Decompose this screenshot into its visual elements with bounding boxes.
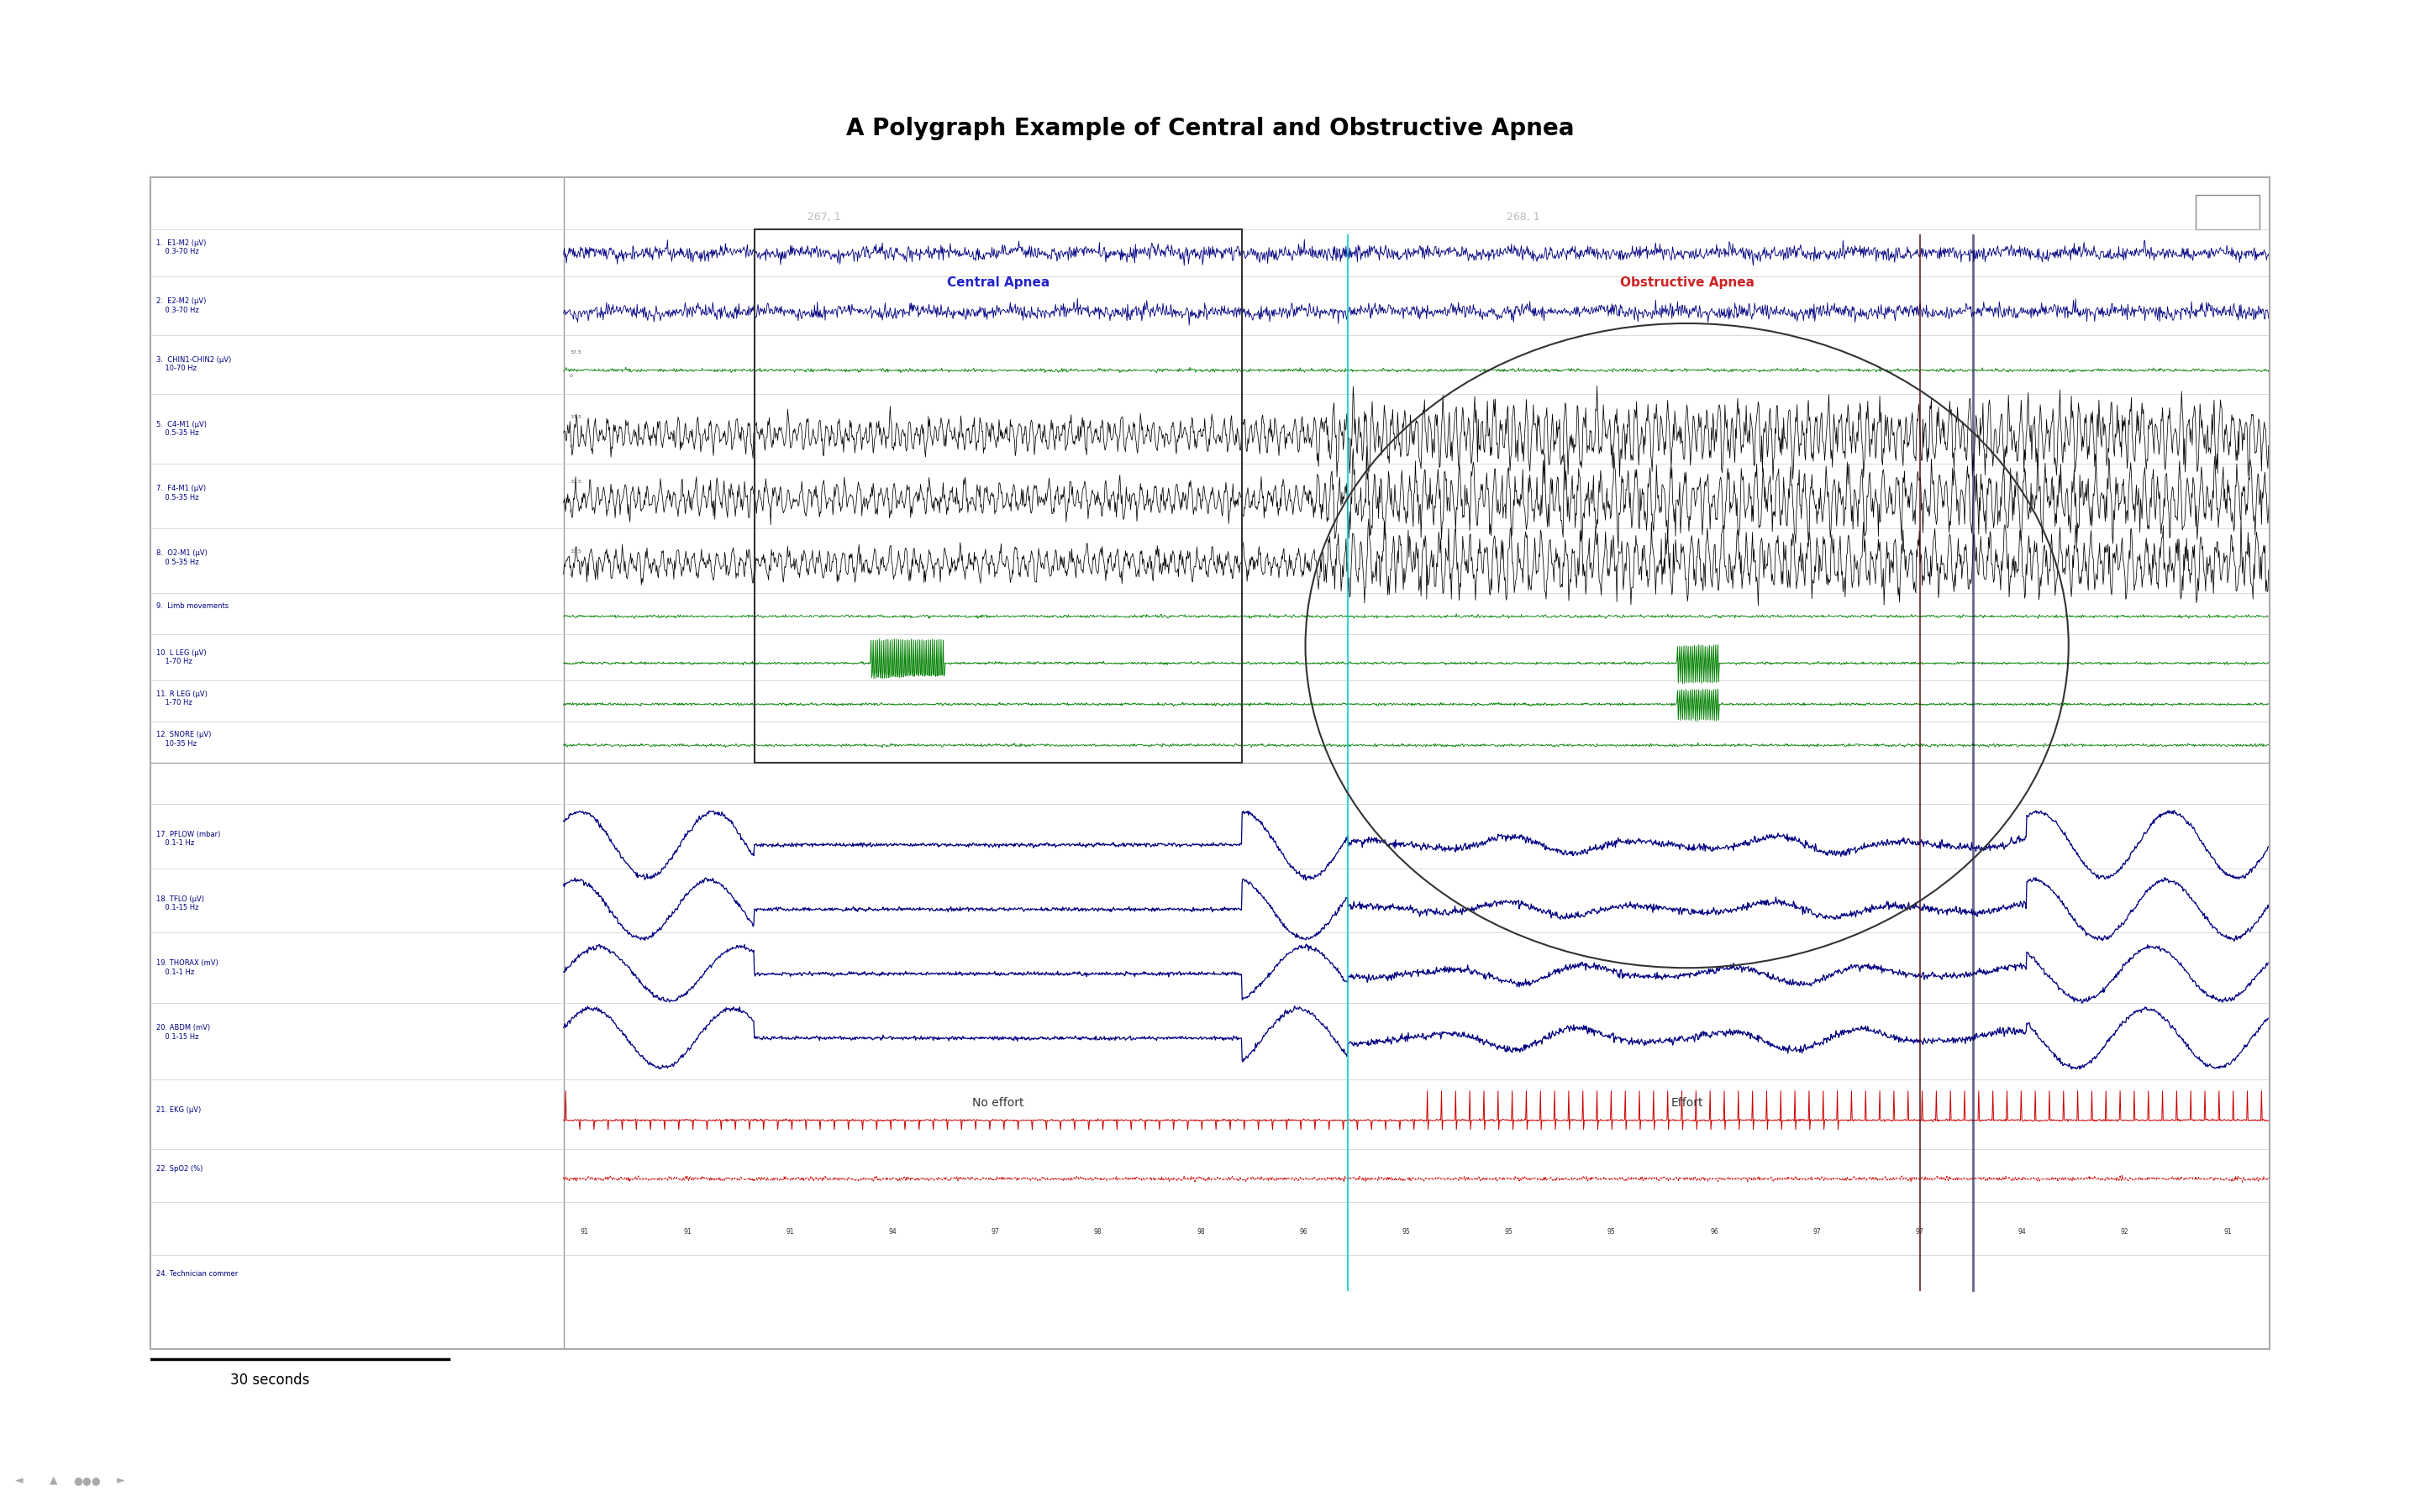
Text: A Polygraph Example of Central and Obstructive Apnea: A Polygraph Example of Central and Obstr… — [847, 116, 1573, 141]
Text: 10. L LEG (μV)
    1-70 Hz: 10. L LEG (μV) 1-70 Hz — [157, 649, 206, 665]
Text: Effort: Effort — [1670, 1096, 1704, 1108]
Text: 96: 96 — [1711, 1228, 1718, 1235]
Text: 96: 96 — [1300, 1228, 1307, 1235]
Text: 37.5: 37.5 — [569, 550, 581, 553]
Text: 94: 94 — [2018, 1228, 2026, 1235]
Text: 91: 91 — [682, 1228, 692, 1235]
Text: 19. THORAX (mV)
    0.1-1 Hz: 19. THORAX (mV) 0.1-1 Hz — [157, 960, 218, 975]
Text: 37.5: 37.5 — [569, 479, 581, 484]
Text: 92: 92 — [2120, 1228, 2130, 1235]
Text: 11. R LEG (μV)
    1-70 Hz: 11. R LEG (μV) 1-70 Hz — [157, 689, 208, 706]
Text: 0: 0 — [569, 445, 574, 449]
Text: No effort: No effort — [973, 1096, 1024, 1108]
Text: 8.  O2-M1 (μV)
    0.5-35 Hz: 8. O2-M1 (μV) 0.5-35 Hz — [157, 549, 208, 565]
Text: Obstructive Apnea: Obstructive Apnea — [1619, 277, 1754, 289]
Text: 1.  E1-M2 (μV)
    0.3-70 Hz: 1. E1-M2 (μV) 0.3-70 Hz — [157, 239, 206, 256]
Text: ►: ► — [116, 1474, 126, 1486]
Bar — [2195, 195, 2260, 230]
Text: 18. TFLO (μV)
    0.1-15 Hz: 18. TFLO (μV) 0.1-15 Hz — [157, 895, 203, 912]
Text: ●●●: ●●● — [73, 1474, 102, 1486]
Text: 0: 0 — [569, 373, 574, 378]
Text: 0: 0 — [569, 573, 574, 578]
Text: 97: 97 — [1914, 1228, 1924, 1235]
Bar — [755, 230, 1241, 762]
Text: 95: 95 — [1401, 1228, 1411, 1235]
Text: 7.  F4-M1 (μV)
    0.5-35 Hz: 7. F4-M1 (μV) 0.5-35 Hz — [157, 485, 206, 502]
Text: 94: 94 — [888, 1228, 898, 1235]
Text: 267, 1: 267, 1 — [808, 212, 840, 222]
Text: 37.5: 37.5 — [569, 414, 581, 419]
Text: 268, 1: 268, 1 — [1508, 212, 1539, 222]
Text: 22. SpO2 (%): 22. SpO2 (%) — [157, 1164, 203, 1172]
Text: 97: 97 — [992, 1228, 999, 1235]
Text: 9.  Limb movements: 9. Limb movements — [157, 602, 230, 609]
Text: 37.5: 37.5 — [569, 351, 581, 355]
Text: 91: 91 — [2224, 1228, 2231, 1235]
Text: 21. EKG (μV): 21. EKG (μV) — [157, 1107, 201, 1114]
Text: ◄: ◄ — [15, 1474, 24, 1486]
Text: 98: 98 — [1195, 1228, 1205, 1235]
Text: ▲: ▲ — [48, 1474, 58, 1486]
Text: 17. PFLOW (mbar)
    0.1-1 Hz: 17. PFLOW (mbar) 0.1-1 Hz — [157, 830, 220, 847]
Text: 95: 95 — [1607, 1228, 1617, 1235]
Text: 12. SNORE (μV)
    10-35 Hz: 12. SNORE (μV) 10-35 Hz — [157, 732, 211, 747]
Text: 5.  C4-M1 (μV)
    0.5-35 Hz: 5. C4-M1 (μV) 0.5-35 Hz — [157, 420, 206, 437]
Text: 2.  E2-M2 (μV)
    0.3-70 Hz: 2. E2-M2 (μV) 0.3-70 Hz — [157, 298, 206, 314]
Text: 30 seconds: 30 seconds — [230, 1373, 310, 1388]
Text: 95: 95 — [1505, 1228, 1512, 1235]
Text: 3.  CHIN1-CHIN2 (μV)
    10-70 Hz: 3. CHIN1-CHIN2 (μV) 10-70 Hz — [157, 357, 232, 372]
Text: 24. Technician commer: 24. Technician commer — [157, 1270, 237, 1278]
Text: 0: 0 — [569, 508, 574, 513]
Text: 20. ABDM (mV)
    0.1-15 Hz: 20. ABDM (mV) 0.1-15 Hz — [157, 1024, 211, 1040]
Text: 91: 91 — [581, 1228, 588, 1235]
Text: 91: 91 — [786, 1228, 794, 1235]
Text: Central Apnea: Central Apnea — [946, 277, 1050, 289]
Text: 98: 98 — [1094, 1228, 1101, 1235]
Text: 97: 97 — [1813, 1228, 1820, 1235]
